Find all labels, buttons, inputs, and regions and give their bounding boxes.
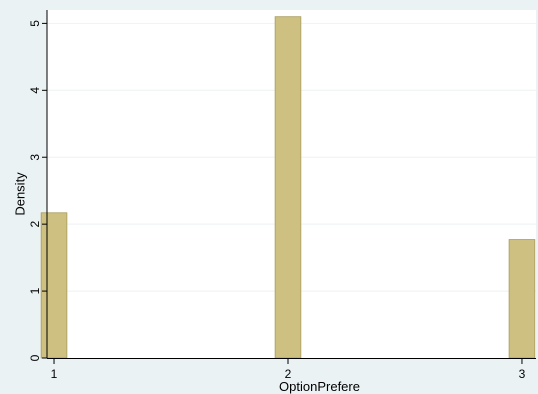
bar: [40, 212, 68, 359]
x-tick-label: 2: [285, 367, 292, 381]
bars: [40, 16, 536, 359]
x-tick-label: 1: [51, 367, 58, 381]
y-tick-label: 0: [28, 354, 42, 361]
y-tick-label: 4: [28, 87, 42, 94]
bar: [274, 16, 302, 359]
y-tick-label: 3: [28, 154, 42, 161]
y-tick-label: 2: [28, 220, 42, 227]
x-tick-label: 3: [519, 367, 526, 381]
y-axis-title: Density: [13, 172, 28, 216]
y-tick-label: 5: [28, 20, 42, 27]
y-tick-label: 1: [28, 287, 42, 294]
bar: [508, 239, 536, 359]
x-axis-title: OptionPrefere: [279, 379, 360, 394]
axes: 0 1 2 3 4 5 1 2 3: [28, 10, 536, 381]
